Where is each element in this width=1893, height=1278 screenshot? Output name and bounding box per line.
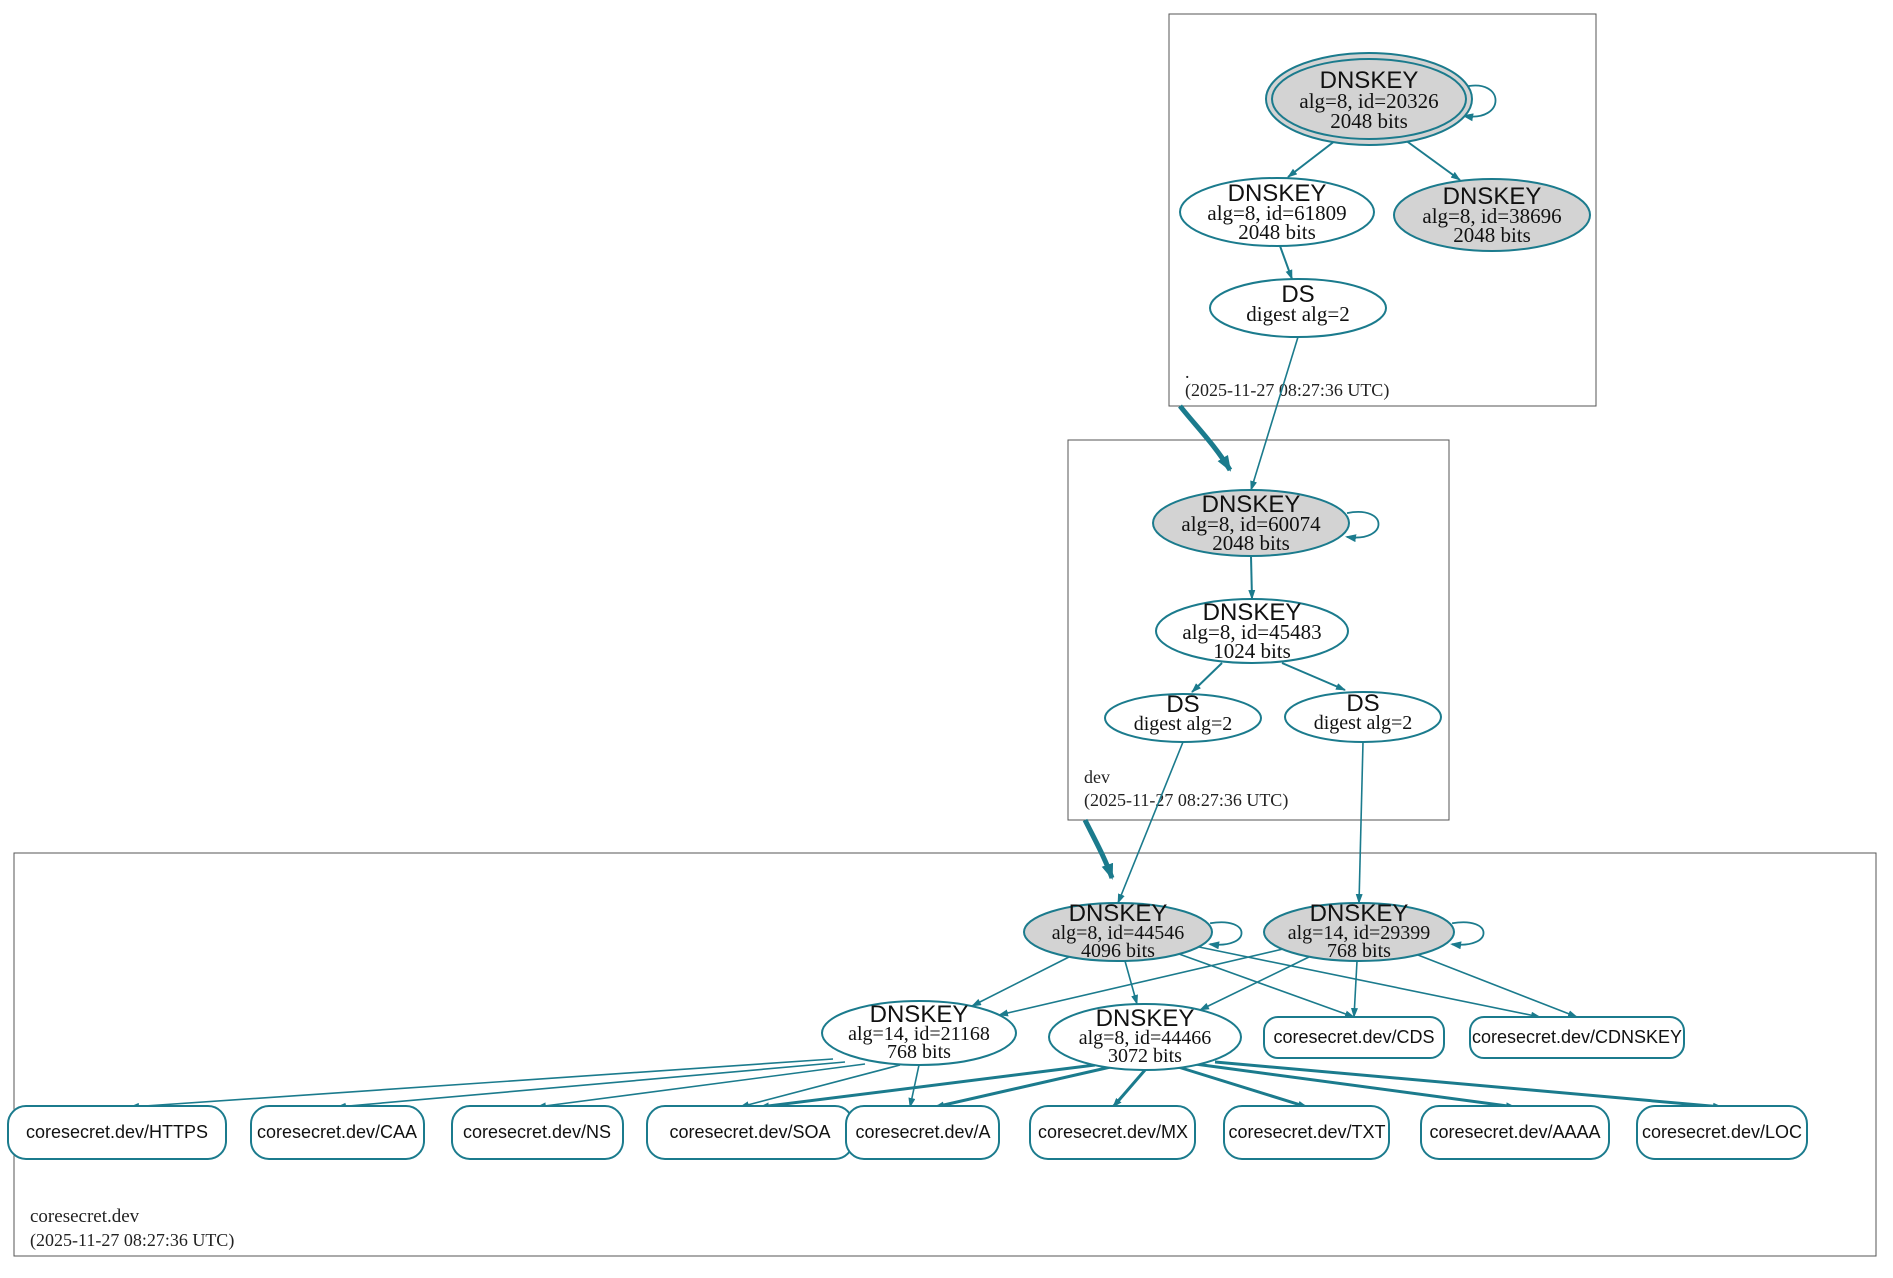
- svg-text:(2025-11-27 08:27:36 UTC): (2025-11-27 08:27:36 UTC): [30, 1230, 234, 1251]
- svg-text:2048 bits: 2048 bits: [1330, 109, 1408, 133]
- svg-text:digest alg=2: digest alg=2: [1134, 713, 1233, 735]
- svg-text:coresecret.dev/AAAA: coresecret.dev/AAAA: [1429, 1122, 1600, 1142]
- svg-text:coresecret.dev/CAA: coresecret.dev/CAA: [257, 1122, 417, 1142]
- svg-text:2048 bits: 2048 bits: [1453, 223, 1531, 247]
- svg-text:coresecret.dev/NS: coresecret.dev/NS: [463, 1122, 611, 1142]
- svg-text:coresecret.dev/SOA: coresecret.dev/SOA: [669, 1122, 830, 1142]
- svg-text:2048 bits: 2048 bits: [1212, 531, 1290, 555]
- svg-text:coresecret.dev/HTTPS: coresecret.dev/HTTPS: [26, 1122, 208, 1142]
- svg-text:coresecret.dev/LOC: coresecret.dev/LOC: [1642, 1122, 1802, 1142]
- svg-text:2048 bits: 2048 bits: [1238, 220, 1316, 244]
- svg-text:digest alg=2: digest alg=2: [1314, 712, 1413, 734]
- svg-text:768 bits: 768 bits: [1327, 940, 1391, 962]
- svg-text:(2025-11-27 08:27:36 UTC): (2025-11-27 08:27:36 UTC): [1185, 380, 1389, 401]
- svg-text:coresecret.dev/CDS: coresecret.dev/CDS: [1273, 1027, 1434, 1047]
- svg-text:3072 bits: 3072 bits: [1108, 1045, 1182, 1067]
- svg-text:digest alg=2: digest alg=2: [1246, 302, 1349, 326]
- svg-text:coresecret.dev: coresecret.dev: [30, 1206, 140, 1227]
- svg-text:coresecret.dev/MX: coresecret.dev/MX: [1038, 1122, 1188, 1142]
- svg-text:.: .: [1185, 362, 1190, 382]
- svg-text:1024 bits: 1024 bits: [1213, 639, 1291, 663]
- svg-text:4096 bits: 4096 bits: [1081, 940, 1155, 962]
- svg-text:dev: dev: [1084, 767, 1110, 787]
- svg-text:768 bits: 768 bits: [887, 1041, 951, 1063]
- svg-text:coresecret.dev/A: coresecret.dev/A: [855, 1122, 990, 1142]
- svg-text:coresecret.dev/CDNSKEY: coresecret.dev/CDNSKEY: [1472, 1027, 1682, 1047]
- svg-text:coresecret.dev/TXT: coresecret.dev/TXT: [1228, 1122, 1385, 1142]
- svg-text:(2025-11-27 08:27:36 UTC): (2025-11-27 08:27:36 UTC): [1084, 790, 1288, 811]
